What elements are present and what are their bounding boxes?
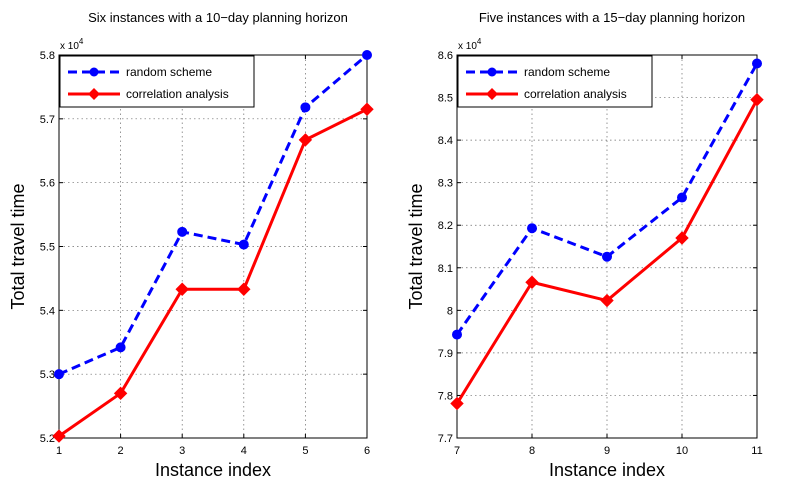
data-point (113, 386, 128, 401)
x-tick-label: 8 (529, 445, 535, 457)
legend-swatch-marker (487, 67, 497, 77)
data-point (600, 293, 614, 308)
legend-label: correlation analysis (524, 87, 627, 101)
y-tick-label: 5.3 (40, 369, 55, 381)
legend-label: correlation analysis (126, 87, 229, 101)
data-point (54, 369, 64, 380)
legend-box (457, 55, 653, 108)
y-exponent-power: 4 (477, 37, 482, 46)
data-point (237, 282, 251, 296)
chart-title: Five instances with a 15−day planning ho… (479, 10, 745, 25)
y-tick-label: 8.3 (438, 178, 453, 190)
x-tick-label: 11 (751, 445, 762, 457)
data-point (752, 58, 762, 69)
y-tick-label: 8.2 (438, 220, 453, 232)
chart-title: Six instances with a 10−day planning hor… (88, 10, 348, 25)
y-tick-label: 7.7 (438, 433, 453, 445)
series-line-2 (58, 107, 368, 438)
y-tick-label: 5.7 (40, 114, 55, 126)
legend-swatch-marker (88, 88, 100, 100)
legend: random scheme correlation analysis (59, 55, 255, 108)
data-point (175, 282, 189, 296)
x-tick-label: 5 (302, 445, 308, 457)
legend-label: random scheme (126, 65, 212, 79)
x-tick-label: 6 (364, 445, 370, 457)
y-tick-label: 8 (447, 305, 453, 317)
y-exponent-base: x 10 (60, 41, 79, 52)
data-point (750, 92, 764, 107)
data-point (452, 329, 462, 340)
x-tick-label: 3 (179, 445, 185, 457)
data-point (675, 231, 689, 245)
series-line-1 (58, 53, 368, 376)
y-tick-label: 5.8 (40, 50, 55, 62)
y-tick-label: 5.6 (40, 178, 55, 190)
legend: random scheme correlation analysis (457, 55, 653, 108)
data-point (525, 275, 539, 289)
x-tick-label: 7 (454, 445, 460, 457)
x-tick-label: 2 (118, 445, 124, 457)
y-tick-label: 8.4 (438, 135, 453, 147)
data-point (298, 133, 313, 147)
y-tick-label: 7.9 (438, 348, 453, 360)
data-point (177, 226, 188, 237)
y-tick-label: 8.5 (438, 93, 453, 105)
chart-panel-2: 7 8 9 10 11 7.7 7.8 7.9 8 8.1 8.2 8.3 8.4 8.5 8.6 x 104… (406, 10, 764, 480)
x-axis-label: Instance index (549, 460, 665, 480)
data-point (602, 251, 612, 262)
data-point (450, 396, 464, 411)
y-axis-label: Total travel time (8, 183, 28, 309)
y-exponent-base: x 10 (458, 41, 477, 52)
y-exponent-label: x 104 (60, 37, 84, 52)
data-point (300, 102, 311, 113)
data-point (238, 239, 249, 250)
y-tick-label: 5.2 (40, 433, 55, 445)
x-tick-label: 4 (241, 445, 247, 457)
data-point (527, 223, 537, 234)
y-axis-label: Total travel time (406, 183, 426, 309)
legend-box (59, 55, 255, 108)
x-tick-label: 9 (604, 445, 610, 457)
y-tick-label: 5.4 (40, 305, 55, 317)
data-point (360, 102, 374, 116)
plot-area (457, 55, 757, 438)
y-exponent-label: x 104 (458, 37, 482, 52)
x-axis-label: Instance index (155, 460, 271, 480)
legend-swatch-marker (89, 67, 99, 77)
data-point (52, 429, 66, 443)
y-tick-label: 8.6 (438, 50, 453, 62)
x-tick-label: 1 (56, 445, 62, 457)
data-point (115, 342, 126, 353)
y-tick-label: 7.8 (438, 390, 453, 402)
legend-label: random scheme (524, 65, 610, 79)
data-point (677, 192, 687, 203)
y-tick-label: 8.1 (438, 263, 453, 275)
y-tick-label: 5.5 (40, 242, 55, 254)
data-point (362, 50, 372, 60)
y-exponent-power: 4 (79, 37, 84, 46)
legend-swatch-marker (486, 88, 498, 100)
x-tick-label: 10 (676, 445, 688, 457)
